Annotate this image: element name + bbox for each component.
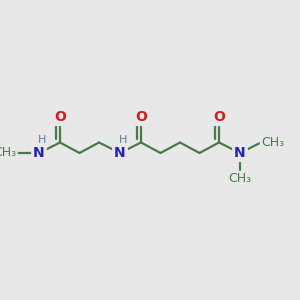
Text: H: H (119, 135, 127, 146)
Text: O: O (135, 110, 147, 124)
Text: N: N (33, 146, 45, 160)
Text: CH₃: CH₃ (228, 172, 252, 185)
Text: CH₃: CH₃ (0, 146, 16, 160)
Text: CH₃: CH₃ (261, 136, 284, 149)
Text: N: N (234, 146, 246, 160)
Text: N: N (114, 146, 126, 160)
Text: O: O (213, 110, 225, 124)
Text: O: O (54, 110, 66, 124)
Text: H: H (38, 135, 46, 146)
